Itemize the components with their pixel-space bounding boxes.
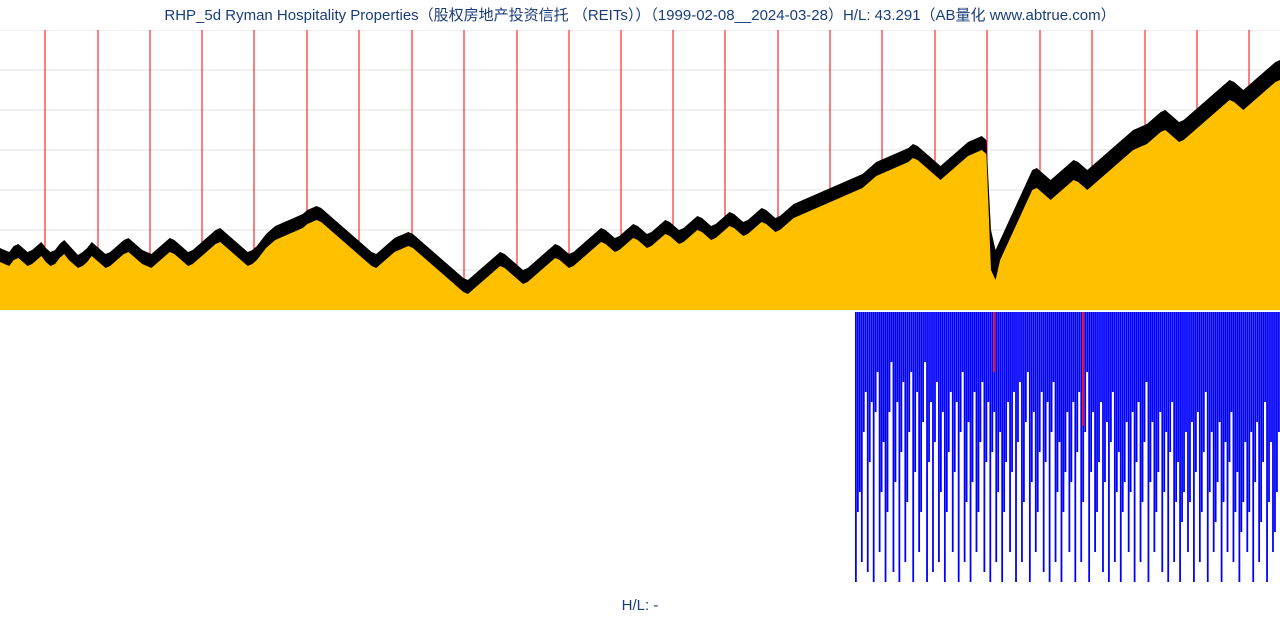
chart-title: RHP_5d Ryman Hospitality Properties（股权房地… (0, 4, 1280, 25)
top-chart-panel (0, 30, 1280, 310)
bottom-chart-panel (0, 312, 1280, 592)
bottom-chart-svg (0, 312, 1280, 592)
footer-label: H/L: - (0, 597, 1280, 614)
top-chart-svg (0, 30, 1280, 310)
